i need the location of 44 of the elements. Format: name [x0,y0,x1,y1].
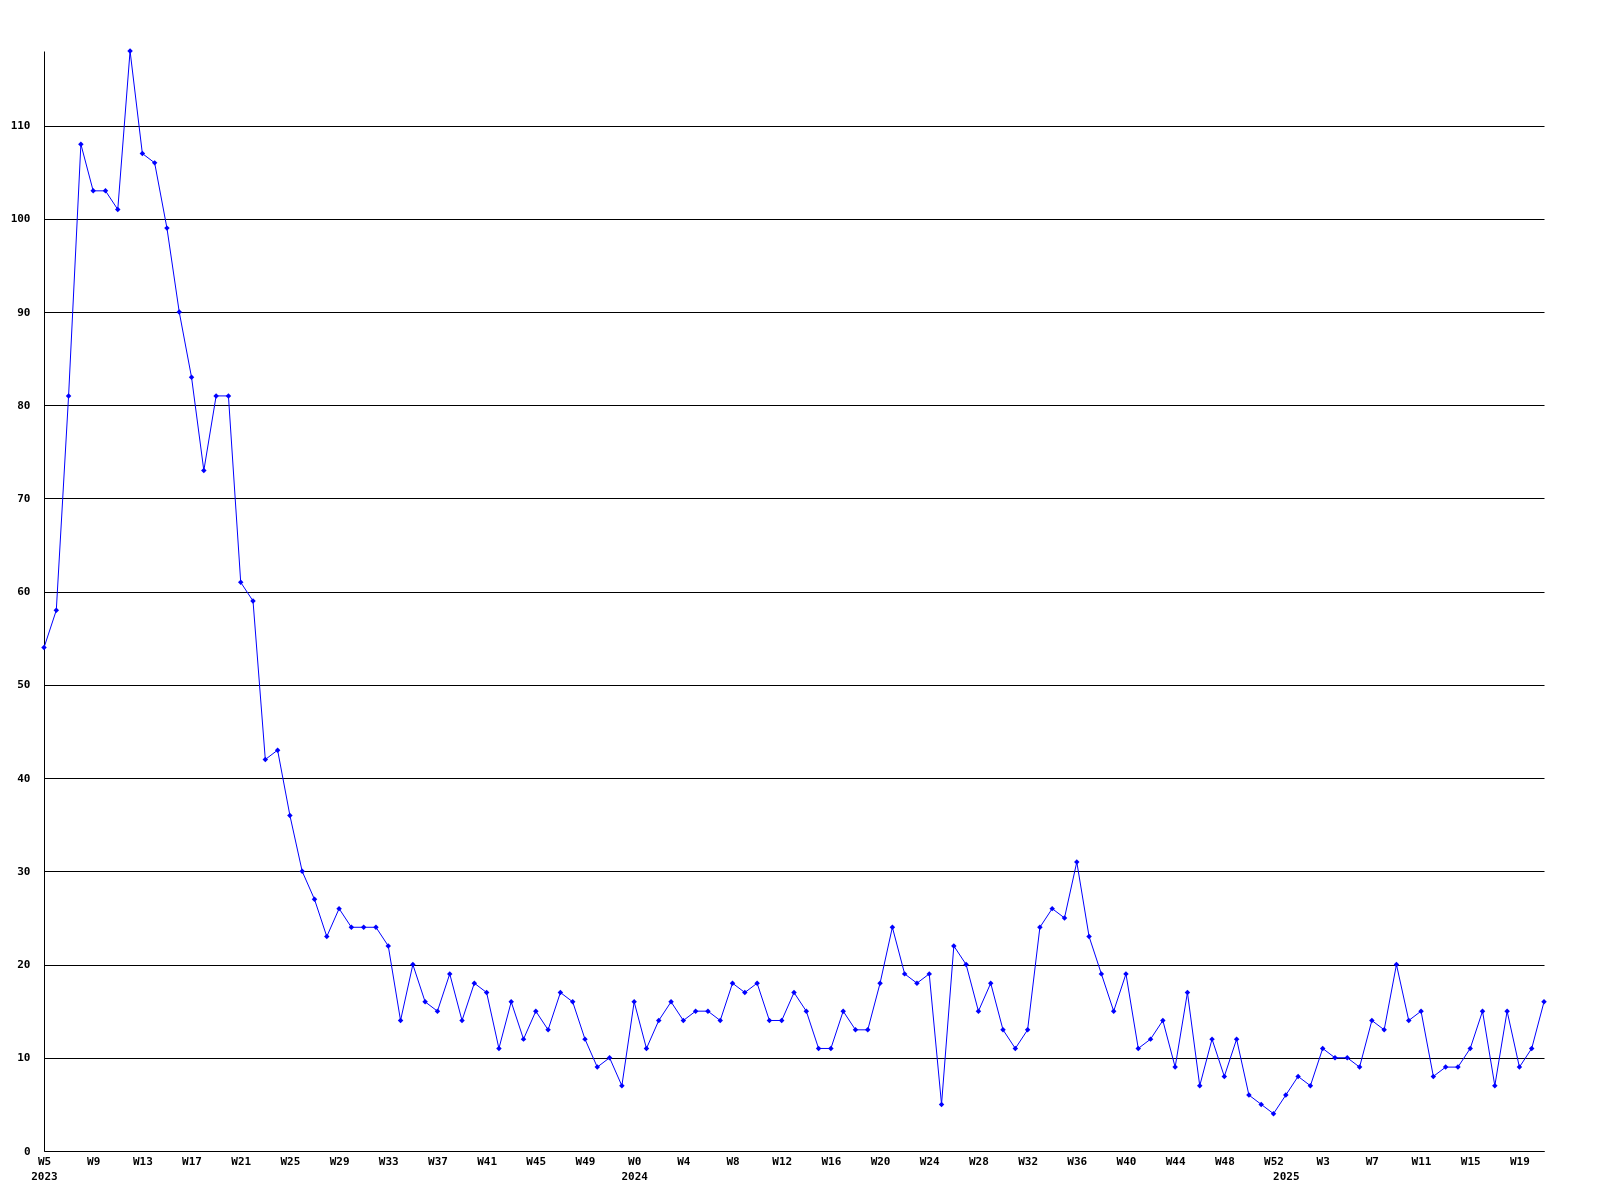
x-tick-label: W24 [919,1154,941,1168]
x-tick-label: W5 2023 [31,1154,58,1183]
x-tick-label: W16 [821,1154,842,1168]
x-tick-label: W3 [1316,1154,1330,1168]
x-tick-label: W4 [677,1154,691,1168]
x-tick-label: W15 [1460,1154,1481,1168]
x-tick-label: W44 [1165,1154,1186,1168]
x-tick-label: W7 [1365,1154,1379,1168]
x-tick-label: W9 [87,1154,101,1168]
x-tick-label: W40 [1116,1154,1137,1168]
y-tick-label: 0 [23,1144,31,1158]
y-tick-label: 80 [17,398,31,412]
x-tick-label: W48 [1214,1154,1235,1168]
y-tick-label: 20 [17,958,31,972]
x-tick-label: W17 [182,1154,202,1168]
x-tick-label: W45 [526,1154,547,1168]
x-tick-label: W36 [1067,1154,1088,1168]
x-tick-label: W12 [772,1154,793,1168]
y-tick-label: 110 [10,119,31,133]
x-tick-label: W32 [1018,1154,1039,1168]
x-tick-label: 2025 [1273,1169,1300,1183]
x-tick-label: W19 [1509,1154,1530,1168]
x-tick-label: W13 [132,1154,153,1168]
x-tick-label: W28 [968,1154,989,1168]
x-tick-label: W0 2024 [621,1154,649,1183]
x-tick-label: W25 [280,1154,301,1168]
y-tick-label: 90 [17,305,31,319]
x-tick-label: W29 [329,1154,350,1168]
y-tick-label: 70 [17,491,31,505]
x-tick-label: W41 [477,1154,498,1168]
x-tick-label: W21 [231,1154,252,1168]
x-tick-label: W33 [378,1154,399,1168]
x-tick-label: W52 [1264,1154,1284,1168]
y-tick-label: 60 [17,585,31,599]
x-tick-label: W20 [870,1154,891,1168]
y-tick-label: 10 [17,1051,31,1065]
x-tick-label: W37 [428,1154,448,1168]
x-tick-label: W11 [1411,1154,1432,1168]
y-tick-label: 50 [17,678,31,692]
y-tick-label: 100 [10,212,31,226]
x-tick-label: W8 [726,1154,740,1168]
y-tick-label: 30 [17,864,31,878]
y-tick-label: 40 [17,771,31,785]
x-tick-label: W49 [575,1154,596,1168]
